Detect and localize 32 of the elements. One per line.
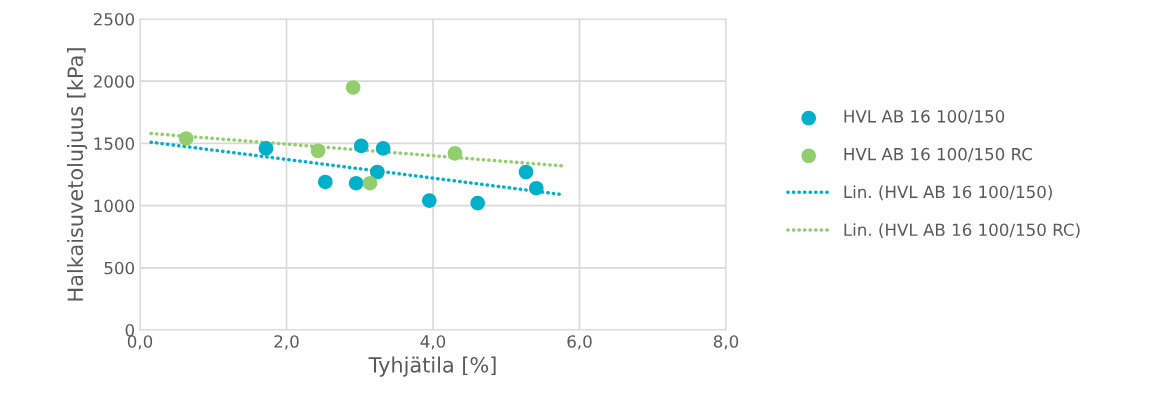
y-tick-label: 1500 bbox=[94, 137, 135, 150]
legend-label: Lin. (HVL AB 16 100/150 RC) bbox=[844, 223, 1080, 238]
point bbox=[422, 193, 437, 208]
point bbox=[529, 180, 544, 196]
y-tick-label: 2500 bbox=[93, 12, 135, 26]
x-tick-label: 6,0 bbox=[567, 335, 592, 350]
x-tick-label: 0,0 bbox=[127, 335, 153, 350]
legend-label: HVL AB 16 100/150 RC bbox=[844, 147, 1033, 162]
point bbox=[348, 175, 364, 191]
point bbox=[310, 143, 326, 159]
y-tick-label: 0 bbox=[125, 323, 135, 337]
point bbox=[518, 164, 534, 180]
point bbox=[258, 141, 274, 156]
point bbox=[447, 146, 463, 161]
point bbox=[370, 164, 385, 180]
x-tick-label: 8,0 bbox=[713, 335, 739, 350]
y-tick-label: 2000 bbox=[93, 75, 135, 88]
x-tick-label: 2,0 bbox=[274, 335, 299, 350]
y-axis-title: Halkaisuvetolujuus [kPa] bbox=[67, 48, 88, 301]
point bbox=[470, 195, 485, 211]
point bbox=[353, 138, 369, 154]
point bbox=[362, 175, 378, 191]
point bbox=[345, 80, 361, 95]
point bbox=[318, 174, 333, 190]
legend-label: HVL AB 16 100/150 bbox=[844, 110, 1005, 124]
legend-label: Lin. (HVL AB 16 100/150) bbox=[844, 185, 1052, 201]
x-axis-title: Tyhjätila [%] bbox=[368, 356, 496, 377]
point bbox=[178, 131, 194, 146]
point bbox=[375, 141, 391, 156]
y-tick-label: 1000 bbox=[94, 199, 135, 213]
x-tick-label: 4,0 bbox=[420, 335, 446, 350]
y-tick-label: 500 bbox=[104, 261, 135, 275]
